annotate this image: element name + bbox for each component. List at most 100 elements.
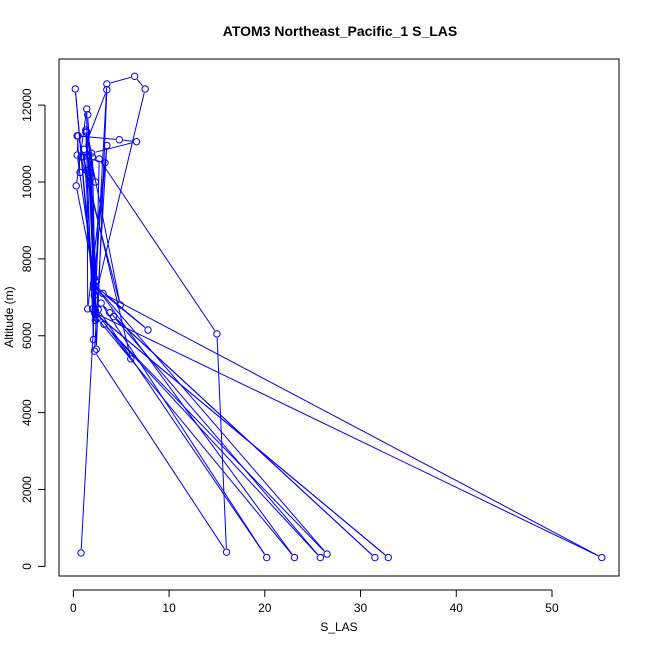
data-point: [103, 141, 111, 150]
plot-frame: [58, 58, 620, 577]
x-tick-label: 30: [354, 601, 368, 615]
data-point: [103, 86, 111, 94]
series-segment: [103, 305, 108, 311]
x-tick-label: 10: [162, 601, 176, 615]
series-segment: [136, 79, 143, 87]
data-point: [90, 291, 99, 300]
x-tick-label: 40: [450, 601, 464, 615]
data-point: [316, 553, 325, 562]
data-point: [91, 307, 100, 315]
data-point: [371, 553, 379, 562]
x-tick-label: 0: [70, 601, 77, 615]
data-point: [91, 178, 100, 186]
data-point: [115, 136, 124, 144]
y-tick-label: 4000: [20, 399, 34, 426]
series-segment: [110, 76, 131, 84]
x-tick-label: 20: [258, 601, 272, 615]
y-tick-label: 8000: [20, 245, 34, 272]
y-tick-label: 0: [20, 563, 34, 570]
series-segment: [123, 139, 133, 142]
data-point: [598, 553, 606, 562]
data-point: [103, 80, 111, 88]
series-segment: [92, 92, 145, 306]
series-segment: [76, 189, 95, 275]
data-point: [263, 553, 271, 562]
x-axis: 0 10 20 30 40 50: [70, 589, 559, 615]
series-segment: [86, 135, 120, 302]
data-point: [90, 274, 99, 282]
data-layer: [71, 72, 606, 562]
series-segment: [78, 139, 87, 167]
series-segment: [105, 295, 146, 328]
data-point: [97, 299, 105, 307]
data-point: [84, 111, 92, 119]
series-segment: [97, 288, 293, 555]
data-point: [82, 126, 90, 134]
data-point: [71, 85, 79, 93]
y-tick-label: 2000: [20, 476, 34, 503]
series-segment: [95, 142, 133, 153]
x-tick-label: 50: [545, 601, 559, 615]
series-segment: [96, 354, 225, 550]
data-point: [290, 553, 299, 562]
data-point: [141, 85, 149, 93]
y-axis-label: Altitude (m): [2, 286, 16, 347]
series-segment: [97, 313, 599, 557]
data-point: [88, 153, 97, 161]
series-segment: [76, 139, 79, 152]
data-point: [93, 314, 101, 323]
data-point: [144, 326, 152, 334]
series-segment: [83, 160, 131, 356]
chart-title: ATOM3 Northeast_Pacific_1 S_LAS: [223, 23, 457, 39]
series-segment: [106, 326, 325, 552]
data-point: [77, 153, 85, 161]
data-point: [83, 105, 91, 113]
data-point: [76, 168, 84, 177]
data-point: [77, 549, 85, 557]
data-point: [101, 159, 109, 167]
data-point: [72, 182, 80, 190]
data-point: [99, 289, 107, 298]
data-point: [384, 553, 392, 562]
data-point: [109, 312, 118, 321]
data-point: [132, 137, 141, 146]
data-point: [222, 548, 231, 556]
series-segment: [77, 158, 95, 275]
series-segment: [99, 321, 293, 555]
y-tick-label: 6000: [20, 322, 34, 349]
series-segment: [216, 337, 227, 549]
data-point: [92, 278, 101, 286]
data-point: [106, 308, 114, 317]
data-point: [82, 128, 90, 136]
data-point: [92, 310, 101, 319]
data-point: [89, 284, 98, 292]
series-segment: [81, 160, 120, 302]
data-point: [213, 330, 221, 338]
data-point: [127, 355, 135, 363]
y-tick-label: 10000: [20, 165, 34, 199]
y-axis: 0 2000 4000 6000 8000 10000 12000: [20, 88, 46, 570]
x-axis-label: S_LAS: [320, 620, 357, 634]
data-point: [91, 316, 100, 325]
data-point: [85, 168, 94, 177]
data-point: [84, 305, 92, 313]
data-point: [130, 72, 139, 80]
data-point: [116, 301, 124, 309]
series-segment: [97, 313, 129, 356]
data-point: [95, 155, 103, 163]
series-segment: [100, 312, 265, 555]
data-point: [89, 335, 98, 344]
data-point: [74, 132, 82, 140]
data-point: [87, 149, 96, 157]
y-tick-label: 12000: [20, 88, 34, 122]
series-segment: [106, 326, 318, 555]
data-point: [100, 320, 108, 328]
data-point: [79, 153, 87, 161]
data-point: [90, 347, 99, 355]
series-segment: [95, 286, 325, 552]
data-point: [323, 550, 331, 558]
series-segment: [106, 294, 599, 557]
data-point: [91, 282, 100, 290]
data-point: [80, 145, 88, 154]
